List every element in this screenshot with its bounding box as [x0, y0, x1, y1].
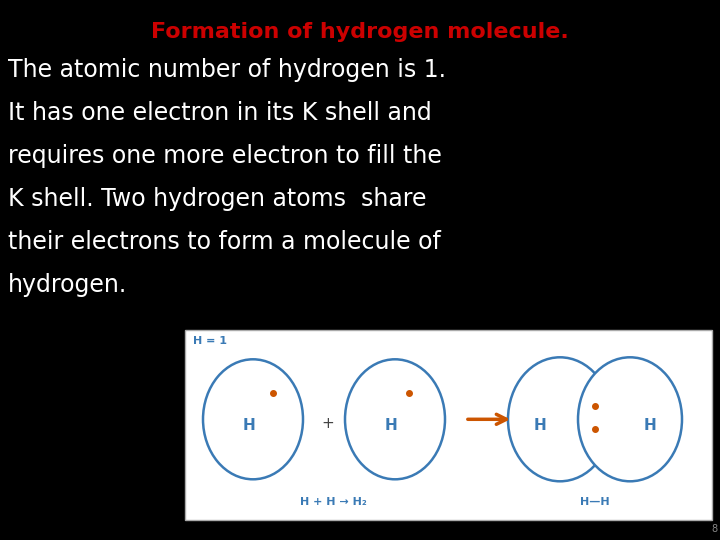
- Ellipse shape: [203, 359, 303, 480]
- Text: H—H: H—H: [580, 497, 610, 507]
- Text: Formation of hydrogen molecule.: Formation of hydrogen molecule.: [151, 22, 569, 42]
- Ellipse shape: [578, 357, 682, 481]
- Bar: [185, 330, 712, 520]
- Ellipse shape: [345, 359, 445, 480]
- Ellipse shape: [508, 357, 612, 481]
- Text: requires one more electron to fill the: requires one more electron to fill the: [8, 144, 442, 168]
- Text: K shell. Two hydrogen atoms  share: K shell. Two hydrogen atoms share: [8, 187, 426, 211]
- Text: It has one electron in its K shell and: It has one electron in its K shell and: [8, 101, 432, 125]
- Text: The atomic number of hydrogen is 1.: The atomic number of hydrogen is 1.: [8, 58, 446, 82]
- Text: +: +: [322, 416, 334, 431]
- Text: their electrons to form a molecule of: their electrons to form a molecule of: [8, 230, 441, 254]
- Text: hydrogen.: hydrogen.: [8, 273, 127, 297]
- Text: H: H: [534, 418, 546, 433]
- Text: H = 1: H = 1: [193, 336, 227, 346]
- Text: 8: 8: [712, 524, 718, 534]
- Text: H: H: [243, 418, 256, 433]
- Text: H: H: [644, 418, 657, 433]
- Text: H + H → H₂: H + H → H₂: [300, 497, 366, 507]
- Text: H: H: [384, 418, 397, 433]
